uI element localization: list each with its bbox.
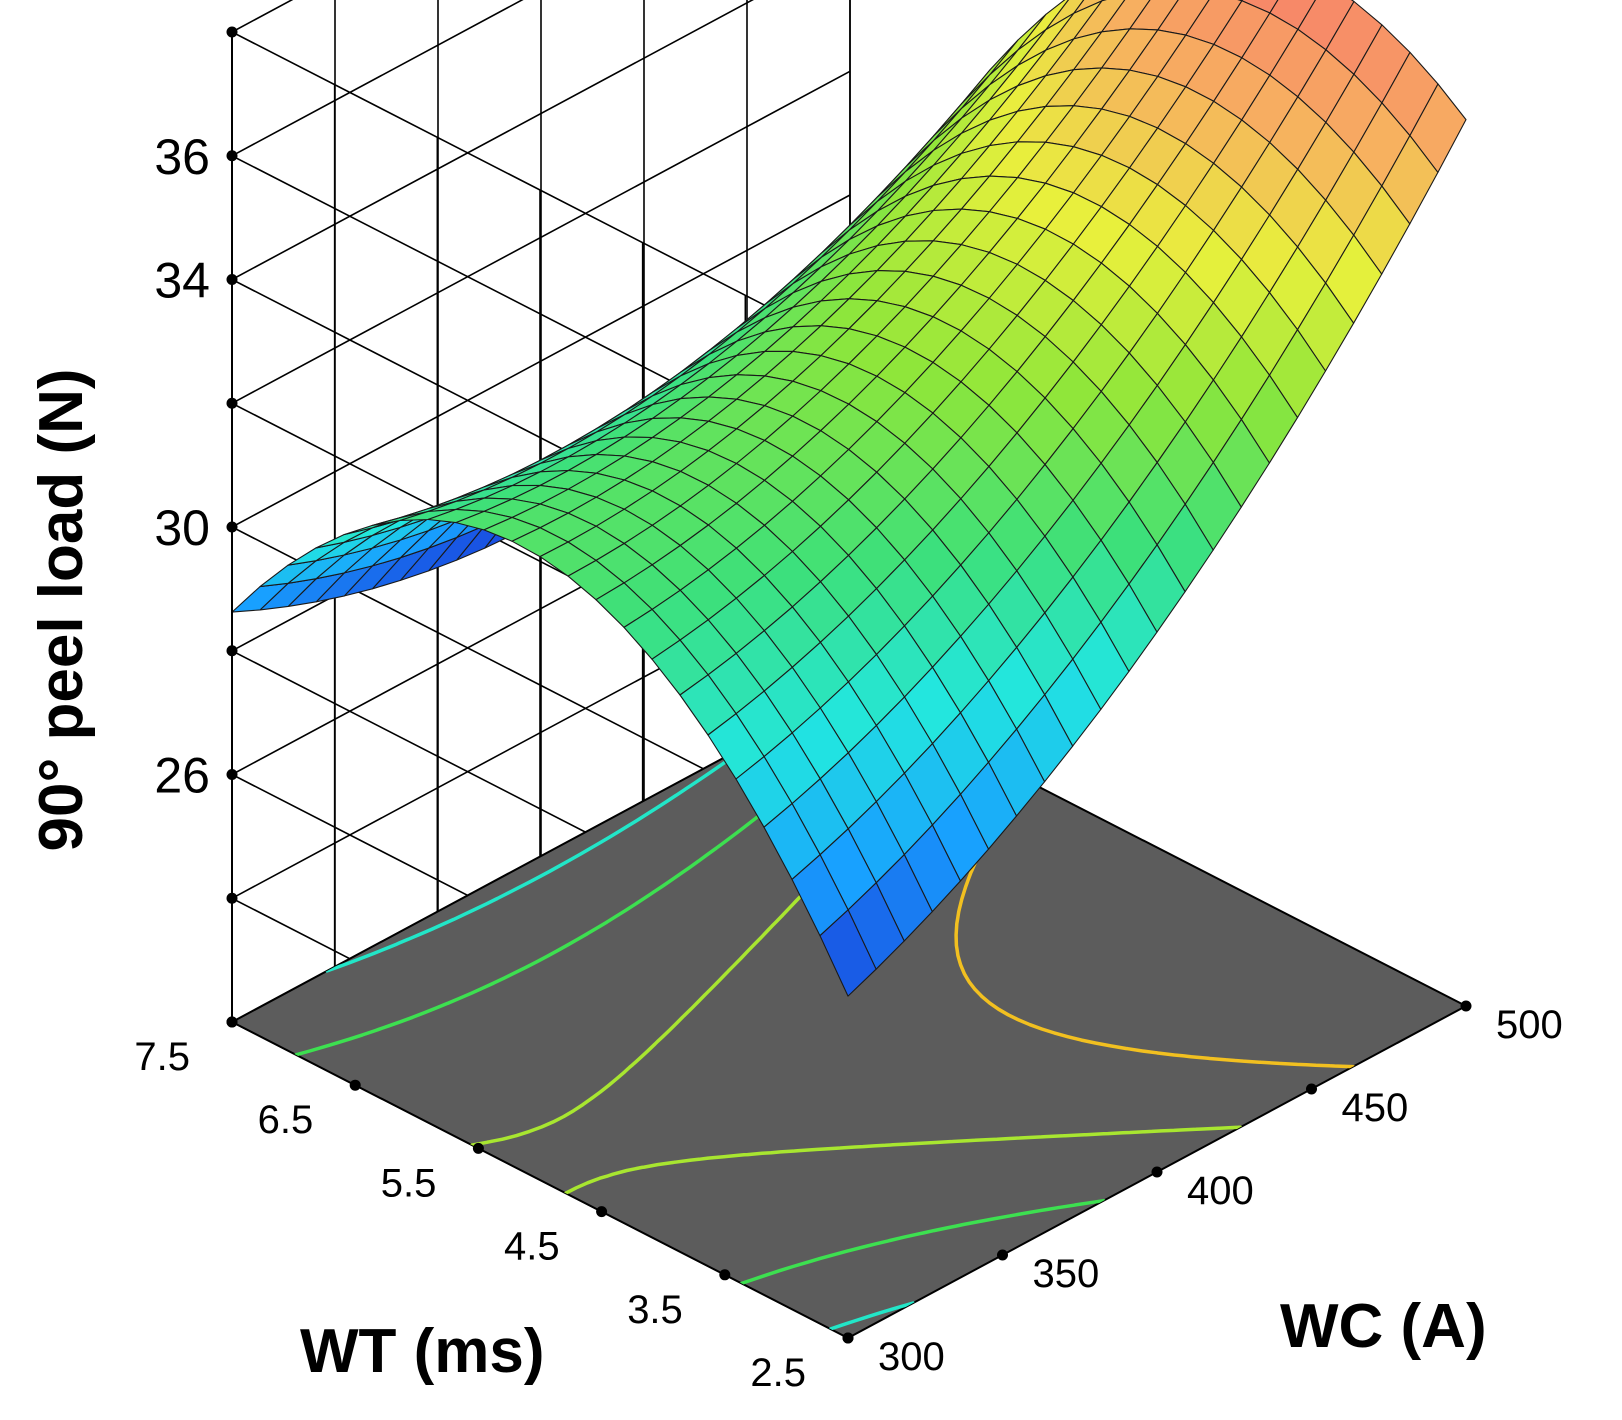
z-tick-mark <box>226 892 238 904</box>
z-tick-mark <box>226 150 238 162</box>
x-tick-mark <box>997 1249 1008 1261</box>
y-tick-mark <box>719 1269 731 1281</box>
y-tick-label: 4.5 <box>504 1225 560 1269</box>
z-axis-title: 90° peel load (N) <box>27 368 96 851</box>
y-tick-label: 5.5 <box>381 1161 437 1205</box>
y-axis-title: WT (ms) <box>300 1317 545 1386</box>
floor-contours <box>294 707 1355 1331</box>
y-tick-label: 7.5 <box>134 1035 190 1079</box>
x-tick-label: 500 <box>1496 1003 1563 1047</box>
y-tick-mark <box>596 1206 608 1218</box>
y-tick-mark <box>472 1142 484 1154</box>
response-surface <box>231 0 1467 997</box>
x-tick-label: 300 <box>878 1335 945 1379</box>
z-tick-label: 26 <box>154 748 210 804</box>
x-axis-title: WC (A) <box>1280 1292 1487 1361</box>
axes: 300 350 400 450 500 2.5 3.5 4.5 5.5 6.5 7.5 26 30 34 3… <box>134 26 1563 1395</box>
z-tick-mark <box>226 645 238 657</box>
x-tick-mark <box>1151 1166 1163 1178</box>
y-tick-label: 2.5 <box>750 1351 806 1395</box>
z-tick-mark <box>226 397 238 409</box>
surface-cell <box>819 909 877 997</box>
z-tick-mark <box>226 769 238 780</box>
z-tick-label: 36 <box>154 129 210 185</box>
y-tick-label: 6.5 <box>258 1098 314 1142</box>
y-tick-label: 3.5 <box>627 1288 683 1332</box>
contour-line <box>325 739 915 1331</box>
x-tick-mark <box>1460 1000 1472 1012</box>
x-tick-label: 450 <box>1342 1086 1409 1130</box>
z-tick-label: 30 <box>154 500 210 556</box>
z-tick-mark <box>226 274 238 285</box>
x-tick-label: 400 <box>1187 1169 1254 1213</box>
y-tick-mark <box>349 1079 361 1091</box>
x-tick-label: 350 <box>1033 1252 1100 1296</box>
z-tick-label: 34 <box>154 253 210 309</box>
x-tick-mark <box>1306 1083 1317 1095</box>
z-tick-mark <box>226 26 238 38</box>
z-tick-mark <box>226 521 238 533</box>
z-tick-mark <box>226 1016 238 1028</box>
y-tick-mark <box>842 1332 854 1344</box>
